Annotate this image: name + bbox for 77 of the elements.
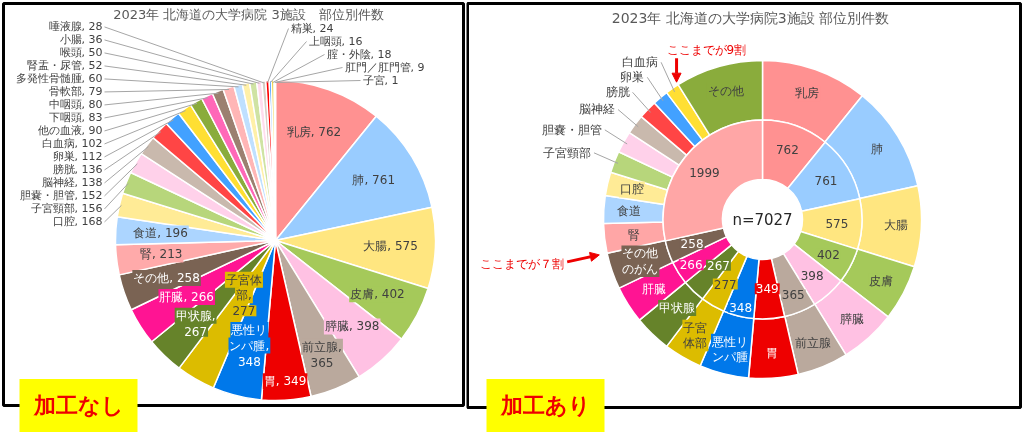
data-label: 子宮, 1	[362, 74, 399, 87]
data-label: 骨軟部, 79	[48, 85, 103, 99]
slice-label: 膀胱	[605, 85, 630, 100]
data-label: 402	[816, 247, 840, 262]
data-label: 上咽頭, 16	[308, 35, 363, 48]
data-label: 小腸, 36	[59, 33, 103, 47]
slice-label: 悪性リンパ腫	[710, 334, 748, 365]
data-label: 肝臓, 266	[159, 289, 214, 304]
chart-title: 2023年 北海道の大学病院3施設 部位別件数	[611, 9, 890, 26]
slice-label: 前立腺	[795, 336, 832, 351]
data-label: 1999	[689, 166, 720, 181]
data-label: 腎盂・尿管, 52	[26, 59, 103, 73]
data-label: 365	[781, 288, 805, 303]
data-label: 皮膚, 402	[350, 287, 405, 302]
data-label: 腟・外陰, 18	[326, 48, 392, 61]
data-label: 甲状腺, 267	[175, 308, 216, 339]
slice-label: 乳房	[795, 86, 820, 101]
data-label: 398	[800, 268, 824, 283]
slice-label: 胆嚢・胆管	[541, 122, 602, 137]
slice-label: 脳神経	[579, 102, 616, 117]
data-label: その他, 258	[133, 271, 200, 286]
data-label: 他の血液, 90	[37, 124, 103, 138]
slice-label: 子宮体部	[683, 320, 708, 351]
data-label: 多発性骨髄腫, 60	[15, 72, 103, 86]
data-label: 子宮体部, 277	[225, 272, 262, 319]
data-label: 悪性リンパ腫, 348	[229, 322, 270, 369]
data-label: 761	[814, 174, 838, 189]
data-label: 腎, 213	[139, 247, 183, 262]
data-label: 中咽頭, 80	[48, 98, 103, 112]
data-label: 口腔, 168	[52, 215, 103, 229]
data-label: 精巣, 24	[290, 22, 334, 35]
text: n=7027	[732, 210, 793, 229]
data-label: 762	[775, 142, 799, 157]
data-label: 喉頭, 50	[59, 46, 103, 60]
data-label: 卵巣, 112	[52, 150, 103, 164]
data-label: 子宮頸部, 156	[30, 202, 103, 216]
data-label: 277	[713, 277, 737, 292]
slice-label: その他	[707, 83, 744, 98]
slice-label: 子宮頸部	[543, 145, 591, 160]
text: ここまでが７割	[480, 256, 565, 271]
data-label: 348	[729, 300, 753, 315]
data-label: 前立腺, 365	[302, 339, 342, 370]
data-label: 肺, 761	[352, 173, 396, 188]
slice-label: 膵臓	[840, 312, 865, 327]
data-label: 膀胱, 136	[52, 163, 103, 177]
data-label: 食道, 196	[133, 226, 188, 241]
data-label: 脳神経, 138	[41, 176, 103, 190]
slice-label: 胃	[765, 346, 778, 361]
slice-label: 大腸	[884, 218, 909, 233]
data-label: 白血病, 102	[41, 137, 103, 151]
data-label: 258	[680, 237, 704, 252]
slice-label: 腎	[628, 227, 641, 242]
slice-label: 口腔	[619, 182, 644, 197]
data-label: 乳房, 762	[286, 124, 342, 139]
slice-label: その他のがん	[622, 246, 659, 277]
data-label: 唾液腺, 28	[48, 20, 103, 34]
data-label: 胆嚢・胆管, 152	[19, 189, 103, 203]
slice-label: 肺	[870, 142, 883, 157]
data-label: 575	[825, 216, 849, 231]
data-label: 266	[679, 258, 703, 273]
slice-label: 白血病	[622, 55, 659, 70]
data-label: 下咽頭, 83	[48, 111, 103, 125]
slice-label: 皮膚	[869, 274, 894, 289]
data-label: 肛門／肛門管, 9	[344, 61, 425, 74]
data-label: 267	[707, 258, 730, 273]
slice-label: 卵巣	[620, 70, 645, 85]
data-label: 大腸, 575	[363, 239, 418, 254]
data-label: 349	[755, 282, 779, 297]
text: 加工なし	[32, 393, 124, 418]
text: ここまでが9割	[666, 43, 747, 58]
slice-label: 甲状腺	[659, 301, 696, 316]
slice-label: 食道	[616, 204, 641, 219]
slice-label: 肝臓	[641, 281, 666, 296]
data-label: 胃, 349	[263, 374, 307, 389]
text: 加工あり	[499, 393, 591, 418]
data-label: 膵臓, 398	[324, 319, 380, 334]
chart-title: 2023年 北海道の大学病院 3施設 部位別件数	[113, 7, 384, 22]
